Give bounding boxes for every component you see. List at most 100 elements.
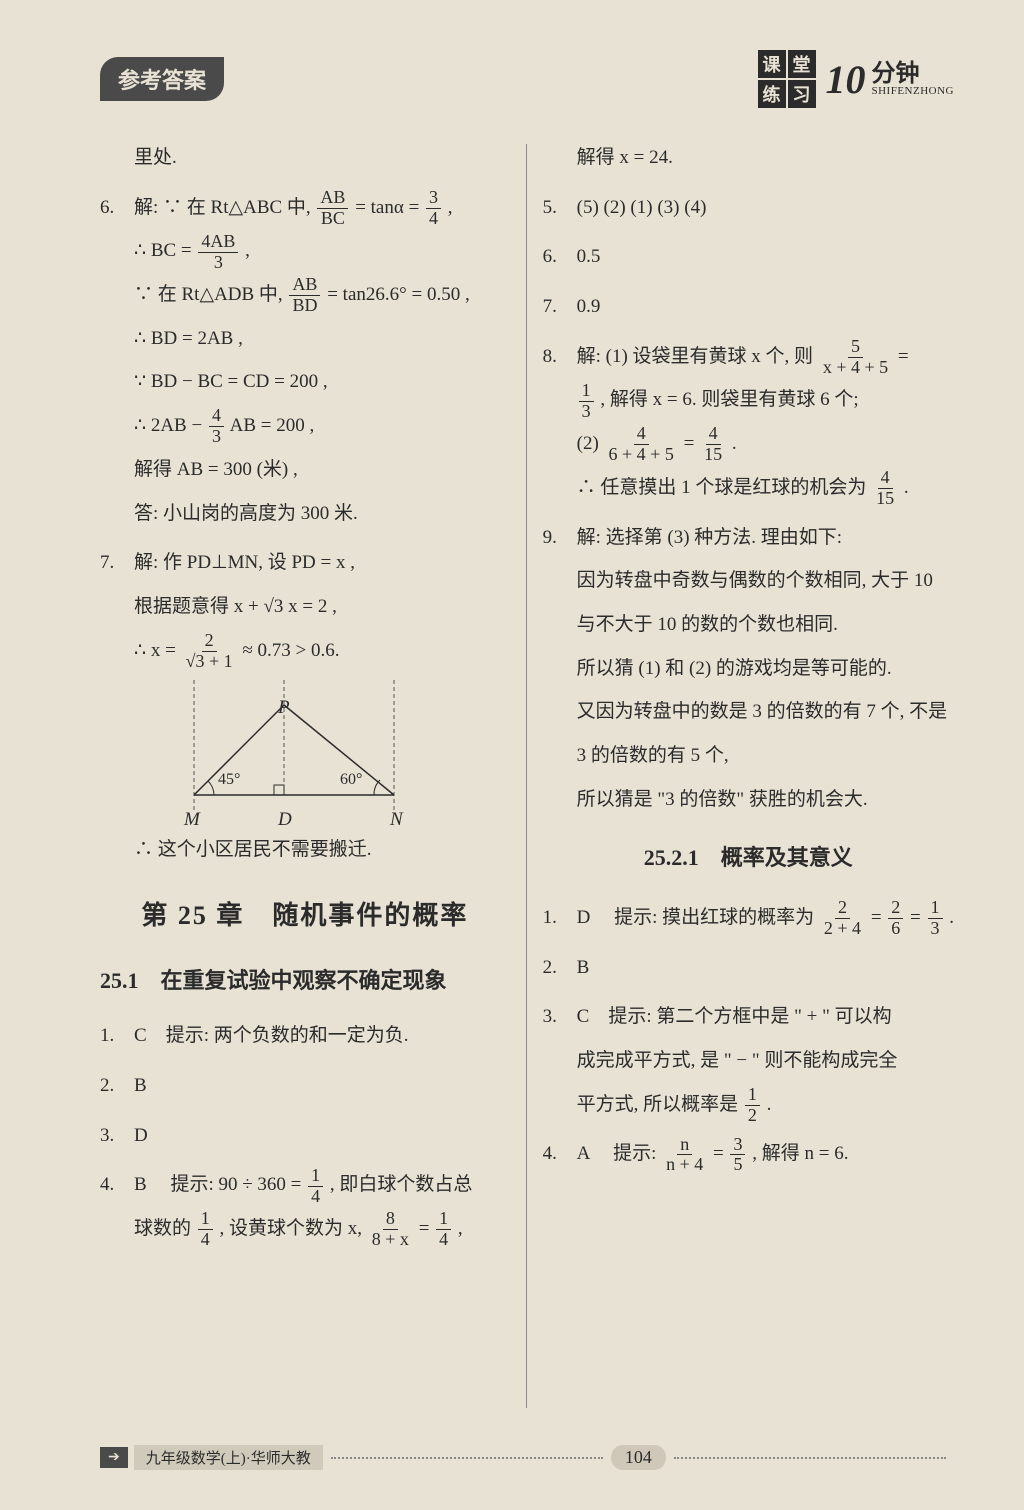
item-number: 5. [543,186,577,230]
problem-6: 6. 解: ∵ 在 Rt△ABC 中, ABBC = tanα = 34 , ∴… [100,186,510,536]
text-line: B 提示: 90 ÷ 360 = 14 , 即白球个数占总 [134,1163,510,1207]
brand-suffix: 分钟 [872,62,955,86]
r-question-1: 1. D 提示: 摸出红球的概率为 22 + 4 = 26 = 13 . [543,896,954,940]
item-number: 3. [543,995,577,1126]
text-line: 解: ∵ 在 Rt△ABC 中, ABBC = tanα = 34 , [134,186,510,230]
triangle-diagram: P M D N 45° 60° [174,680,414,820]
footer-dots [331,1457,603,1459]
answer: D [134,1114,510,1158]
angle-45: 45° [218,762,240,799]
content-columns: 里处. 6. 解: ∵ 在 Rt△ABC 中, ABBC = tanα = 34… [100,136,954,1416]
text-line: 球数的 14 , 设黄球个数为 x, 88 + x = 14 , [134,1207,510,1251]
answer: 0.5 [577,235,954,279]
answer: C [134,1025,147,1046]
item-number: 4. [543,1132,577,1176]
brand-grid: 课 堂 练 习 [758,50,816,108]
label-M: M [184,798,200,842]
text-line: 13 , 解得 x = 6. 则袋里有黄球 6 个; [577,378,954,422]
brand-block: 课 堂 练 习 10 分钟 SHIFENZHONG [758,50,955,108]
footer-arrow-icon: ➔ [100,1447,128,1468]
answer: (5) (2) (1) (3) (4) [577,186,954,230]
answer: B [134,1174,147,1195]
brand-char: 习 [788,80,816,108]
label-D: D [278,798,292,842]
page-footer: ➔ 九年级数学(上)·华师大教 104 [100,1445,954,1470]
text-line: 与不大于 10 的数的个数也相同. [577,603,954,647]
column-divider [526,144,527,1408]
text-line: A 提示: nn + 4 = 35 , 解得 n = 6. [577,1132,954,1176]
text-line: 根据题意得 x + √3 x = 2 , [134,585,510,629]
question-9: 9. 解: 选择第 (3) 种方法. 理由如下: 因为转盘中奇数与偶数的个数相同… [543,516,954,822]
item-number: 1. [543,896,577,940]
question-7: 7. 0.9 [543,285,954,329]
answer: B [577,946,954,990]
text-line: 答: 小山岗的高度为 300 米. [134,492,510,536]
item-number: 9. [543,516,577,822]
item-number: 6. [543,235,577,279]
item-number: 3. [100,1114,134,1158]
brand-char: 课 [758,50,786,78]
answer: 0.9 [577,285,954,329]
text-line: 3 的倍数的有 5 个, [577,734,954,778]
problem-7: 7. 解: 作 PD⊥MN, 设 PD = x , 根据题意得 x + √3 x… [100,541,510,872]
text-line: 里处. [100,136,510,180]
r-question-2: 2. B [543,946,954,990]
text-line: 解: 作 PD⊥MN, 设 PD = x , [134,541,510,585]
answer: C [577,1006,590,1027]
r-question-4: 4. A 提示: nn + 4 = 35 , 解得 n = 6. [543,1132,954,1176]
text-line: 因为转盘中奇数与偶数的个数相同, 大于 10 [577,559,954,603]
hint: 提示: 两个负数的和一定为负. [166,1025,409,1046]
text-line: 解: 选择第 (3) 种方法. 理由如下: [577,516,954,560]
text-line: ∴ x = 2√3 + 1 ≈ 0.73 > 0.6. [134,629,510,673]
text-line: C 提示: 第二个方框中是 " + " 可以构 [577,995,954,1039]
text-line: ∵ 在 Rt△ADB 中, ABBD = tan26.6° = 0.50 , [134,273,510,317]
triangle-svg [174,680,414,820]
text-line: ∴ BD = 2AB , [134,317,510,361]
item-number: 6. [100,186,134,536]
section-title: 25.1 在重复试验中观察不确定现象 [100,956,510,1007]
text-line: 解得 AB = 300 (米) , [134,448,510,492]
subsection-title: 25.2.1 概率及其意义 [543,833,954,884]
item-number: 8. [543,335,577,510]
page-number: 104 [611,1445,666,1470]
answer: D [577,907,591,928]
text-line: (2) 46 + 4 + 5 = 415 . [577,422,954,466]
r-question-3: 3. C 提示: 第二个方框中是 " + " 可以构 成完成平方式, 是 " −… [543,995,954,1126]
text-line: 所以猜 (1) 和 (2) 的游戏均是等可能的. [577,647,954,691]
brand-char: 练 [758,80,786,108]
left-column: 里处. 6. 解: ∵ 在 Rt△ABC 中, ABBC = tanα = 34… [100,136,522,1416]
footer-label: 九年级数学(上)·华师大教 [134,1445,323,1470]
answer: B [134,1064,510,1108]
question-8: 8. 解: (1) 设袋里有黄球 x 个, 则 5x + 4 + 5 = 13 … [543,335,954,510]
brand-number: 10 [826,56,866,103]
item-number: 2. [543,946,577,990]
item-number: 1. [100,1014,134,1058]
question-3: 3. D [100,1114,510,1158]
question-4: 4. B 提示: 90 ÷ 360 = 14 , 即白球个数占总 球数的 14 … [100,1163,510,1250]
text-line: 解得 x = 24. [543,136,954,180]
chapter-title: 第 25 章 随机事件的概率 [100,886,510,946]
answer: A [577,1143,590,1164]
item-number: 7. [543,285,577,329]
footer-dots [674,1457,946,1459]
item-number: 7. [100,541,134,872]
brand-pinyin: SHIFENZHONG [872,86,955,97]
text-line: D 提示: 摸出红球的概率为 22 + 4 = 26 = 13 . [577,896,954,940]
text-line: 平方式, 所以概率是 12 . [577,1083,954,1127]
text-line: ∴ BC = 4AB3 , [134,229,510,273]
question-1: 1. C 提示: 两个负数的和一定为负. [100,1014,510,1058]
brand-char: 堂 [788,50,816,78]
question-5: 5. (5) (2) (1) (3) (4) [543,186,954,230]
right-column: 解得 x = 24. 5. (5) (2) (1) (3) (4) 6. 0.5… [531,136,954,1416]
text-line: 又因为转盘中的数是 3 的倍数的有 7 个, 不是 [577,690,954,734]
text-line: ∴ 任意摸出 1 个球是红球的机会为 415 . [577,466,954,510]
text-line: 所以猜是 "3 的倍数" 获胜的机会大. [577,778,954,822]
label-N: N [390,798,403,842]
item-number: 4. [100,1163,134,1250]
text-line: ∴ 2AB − 43 AB = 200 , [134,404,510,448]
text-line: ∵ BD − BC = CD = 200 , [134,360,510,404]
label-P: P [278,686,290,730]
answer-key-badge: 参考答案 [100,57,224,101]
question-6: 6. 0.5 [543,235,954,279]
question-2: 2. B [100,1064,510,1108]
